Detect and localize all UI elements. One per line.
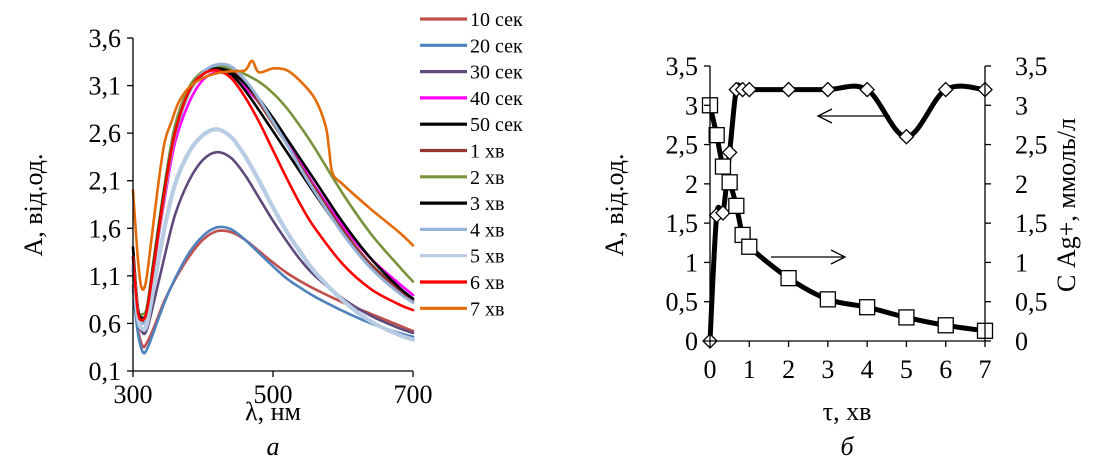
panel-b-right-y-tick-label: 0 bbox=[1015, 327, 1028, 356]
panel-b-square-marker bbox=[741, 238, 758, 255]
panel-b-left-y-ticks: 0 0,5 1 1,5 2 2,5 3 3,5 bbox=[666, 52, 710, 356]
panel-a-x-tick-label: 700 bbox=[394, 380, 433, 409]
panel-b-right-y-tick-label: 3,5 bbox=[1015, 52, 1048, 81]
panel-a-x-tick-label: 500 bbox=[254, 380, 293, 409]
panel-a-y-axis-label: A, від.од. bbox=[19, 154, 48, 257]
panel-b-x-tick-label: 6 bbox=[939, 355, 952, 384]
panel-a-series-line-2 bbox=[131, 225, 415, 355]
panel-b-right-y-tick-label: 1,5 bbox=[1015, 209, 1048, 238]
panel-b-left-y-tick-label: 1,5 bbox=[666, 209, 699, 238]
panel-b-square-marker bbox=[708, 126, 725, 144]
panel-b-left-y-tick-label: 2,5 bbox=[666, 131, 699, 160]
panel-a-y-tick-label: 3,1 bbox=[89, 72, 122, 101]
panel-a-x-ticks: 300 500 700 bbox=[114, 371, 433, 409]
panel-a-legend: 10 сек 20 сек 30 сек 40 сек 50 сек 1 хв 2 хв 3 … bbox=[420, 9, 523, 320]
panel-b-square-marker bbox=[780, 269, 797, 287]
panel-a-y-tick-label: 3,6 bbox=[89, 24, 122, 53]
panel-a-series-line-10 bbox=[130, 127, 416, 342]
panel-a-x-axis-label: λ, нм bbox=[245, 397, 301, 426]
panel-b-square-marker bbox=[858, 299, 876, 316]
panel-a-y-tick-label: 0,6 bbox=[89, 309, 122, 338]
panel-a-y-tick-label: 1,1 bbox=[89, 262, 122, 291]
panel-a-series-line-12 bbox=[131, 59, 415, 291]
panel-b-right-y-tick-label: 2 bbox=[1015, 170, 1028, 199]
panel-b-left-y-axis-label: A, від.од. bbox=[600, 154, 629, 257]
panel-b-square-marker bbox=[898, 309, 915, 326]
panel-a-y-tick-label: 1,6 bbox=[89, 214, 122, 243]
panel-b-diamond-marker bbox=[715, 205, 731, 221]
panel-b-square-marker bbox=[728, 197, 745, 215]
panel-b-left-y-tick-label: 2 bbox=[685, 170, 698, 199]
panel-b-left-y-tick-label: 0,5 bbox=[666, 288, 699, 317]
panel-b-x-tick-label: 1 bbox=[743, 355, 756, 384]
panel-b-series-group bbox=[701, 81, 994, 349]
panel-b-left-y-tick-label: 0 bbox=[685, 327, 698, 356]
arrow-to-left-axis-head bbox=[816, 108, 833, 124]
panel-a-chart: 0,1 0,6 1,1 1,6 2,1 2,6 3,1 3,6 300 500 700 λ, нм… bbox=[19, 9, 523, 461]
panel-b-x-tick-label: 5 bbox=[900, 355, 913, 384]
panel-b-square-marker bbox=[937, 317, 954, 334]
panel-a-legend-label: 50 сек bbox=[470, 114, 523, 136]
panel-b-x-tick-label: 0 bbox=[704, 355, 717, 384]
panel-a-legend-label: 5 хв bbox=[470, 246, 504, 268]
panel-b-left-y-tick-label: 3,5 bbox=[666, 52, 699, 81]
panel-a-legend-label: 40 сек bbox=[470, 88, 523, 110]
panel-b-x-tick-label: 3 bbox=[821, 355, 834, 384]
panel-a-legend-label: 30 сек bbox=[470, 62, 523, 84]
panel-b-diamond-marker bbox=[898, 128, 915, 145]
panel-b-right-y-tick-label: 1 bbox=[1015, 248, 1028, 277]
panel-b-subfigure-label: б bbox=[840, 432, 854, 461]
panel-a-legend-label: 20 сек bbox=[470, 35, 523, 57]
panel-b-diamond-marker bbox=[819, 81, 836, 98]
panel-b-square-marker bbox=[721, 174, 738, 191]
panel-a-legend-label: 4 хв bbox=[470, 219, 504, 241]
arrow-to-right-axis-head bbox=[830, 249, 847, 265]
panel-b-right-y-tick-label: 0,5 bbox=[1015, 288, 1048, 317]
panel-b-left-y-tick-label: 3 bbox=[685, 91, 698, 120]
panel-a-series-line-1 bbox=[131, 229, 415, 349]
panel-b-diamond-marker bbox=[859, 81, 876, 98]
panel-b-diamond-marker bbox=[937, 81, 954, 98]
panel-b-square-marker bbox=[714, 158, 732, 175]
panel-b-diamond-marker bbox=[780, 81, 797, 98]
panel-a-legend-label: 3 хв bbox=[470, 193, 504, 215]
panel-a-legend-label: 1 хв bbox=[470, 141, 504, 163]
panel-a-y-tick-label: 2,6 bbox=[89, 119, 122, 148]
panel-b-x-tick-label: 2 bbox=[782, 355, 795, 384]
panel-a-subfigure-label: a bbox=[267, 432, 280, 461]
panel-b-right-y-axis-label: С Ag+, ммоль/л bbox=[1052, 118, 1081, 292]
panel-a-series-group bbox=[130, 59, 416, 355]
panel-b-square-marker bbox=[819, 291, 837, 308]
panel-b-right-y-tick-label: 2,5 bbox=[1015, 131, 1048, 160]
panel-a-legend-label: 6 хв bbox=[470, 272, 504, 294]
panel-a-legend-label: 2 хв bbox=[470, 167, 504, 189]
panel-b-right-y-tick-label: 3 bbox=[1015, 91, 1028, 120]
panel-a-legend-label: 10 сек bbox=[470, 9, 523, 31]
panel-b-x-axis-label: τ, хв bbox=[823, 397, 872, 426]
panel-a-legend-label: 7 хв bbox=[470, 298, 504, 320]
panel-b-axis-arrows bbox=[771, 108, 890, 265]
panel-b-left-y-tick-label: 1 bbox=[685, 248, 698, 277]
panel-b-x-tick-label: 4 bbox=[861, 355, 874, 384]
panel-b-right-y-ticks: 0 0,5 1 1,5 2 2,5 3 3,5 bbox=[985, 52, 1048, 356]
panel-a-series-line-11 bbox=[131, 68, 415, 322]
panel-b-diamond-marker bbox=[741, 81, 758, 98]
panel-b-x-tick-label: 7 bbox=[979, 355, 992, 384]
panel-a-x-tick-label: 300 bbox=[114, 380, 153, 409]
panel-a-y-tick-label: 2,1 bbox=[89, 167, 122, 196]
panel-a-y-tick-label: 0,1 bbox=[89, 357, 122, 386]
panel-a-y-ticks: 0,1 0,6 1,1 1,6 2,1 2,6 3,1 3,6 bbox=[89, 24, 133, 386]
